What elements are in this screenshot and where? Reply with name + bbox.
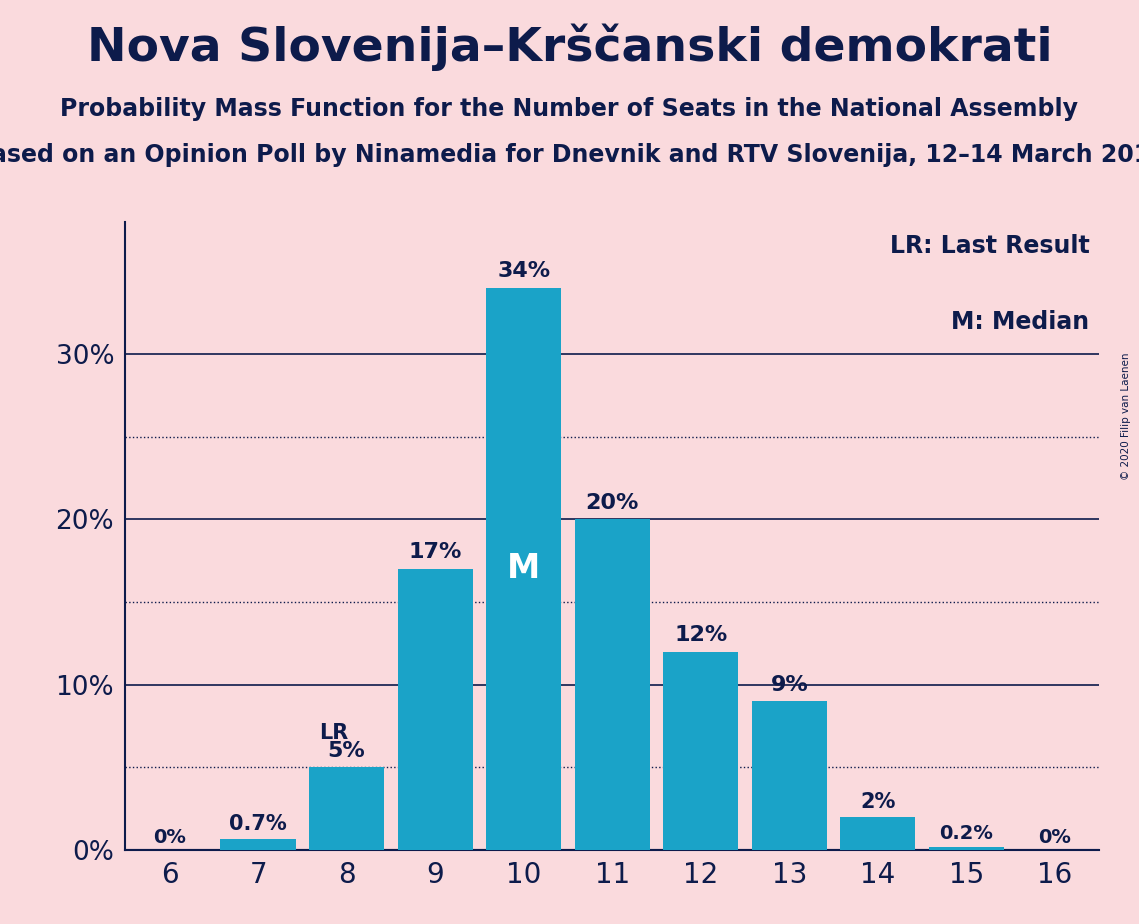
Text: 12%: 12% [674,625,728,645]
Text: 0.2%: 0.2% [940,824,993,844]
Bar [309,768,384,850]
Text: 5%: 5% [328,741,366,760]
Bar [928,846,1003,850]
Bar [574,519,650,850]
Text: 17%: 17% [409,542,461,563]
Text: Based on an Opinion Poll by Ninamedia for Dnevnik and RTV Slovenija, 12–14 March: Based on an Opinion Poll by Ninamedia fo… [0,143,1139,167]
Text: 9%: 9% [770,675,809,695]
Bar [663,651,738,850]
Text: Probability Mass Function for the Number of Seats in the National Assembly: Probability Mass Function for the Number… [60,97,1079,121]
Text: © 2020 Filip van Laenen: © 2020 Filip van Laenen [1121,352,1131,480]
Text: LR: LR [319,723,347,743]
Text: 34%: 34% [497,261,550,281]
Bar [841,817,916,850]
Bar [486,288,562,850]
Text: LR: Last Result: LR: Last Result [890,235,1089,259]
Text: 0.7%: 0.7% [229,813,287,833]
Text: 0%: 0% [153,828,186,846]
Text: M: M [507,553,540,586]
Bar [398,569,473,850]
Bar [221,838,296,850]
Text: 2%: 2% [860,792,895,812]
Text: M: Median: M: Median [951,310,1089,334]
Text: Nova Slovenija–Krščanski demokrati: Nova Slovenija–Krščanski demokrati [87,23,1052,70]
Bar [752,701,827,850]
Text: 20%: 20% [585,492,639,513]
Text: 0%: 0% [1039,828,1072,846]
